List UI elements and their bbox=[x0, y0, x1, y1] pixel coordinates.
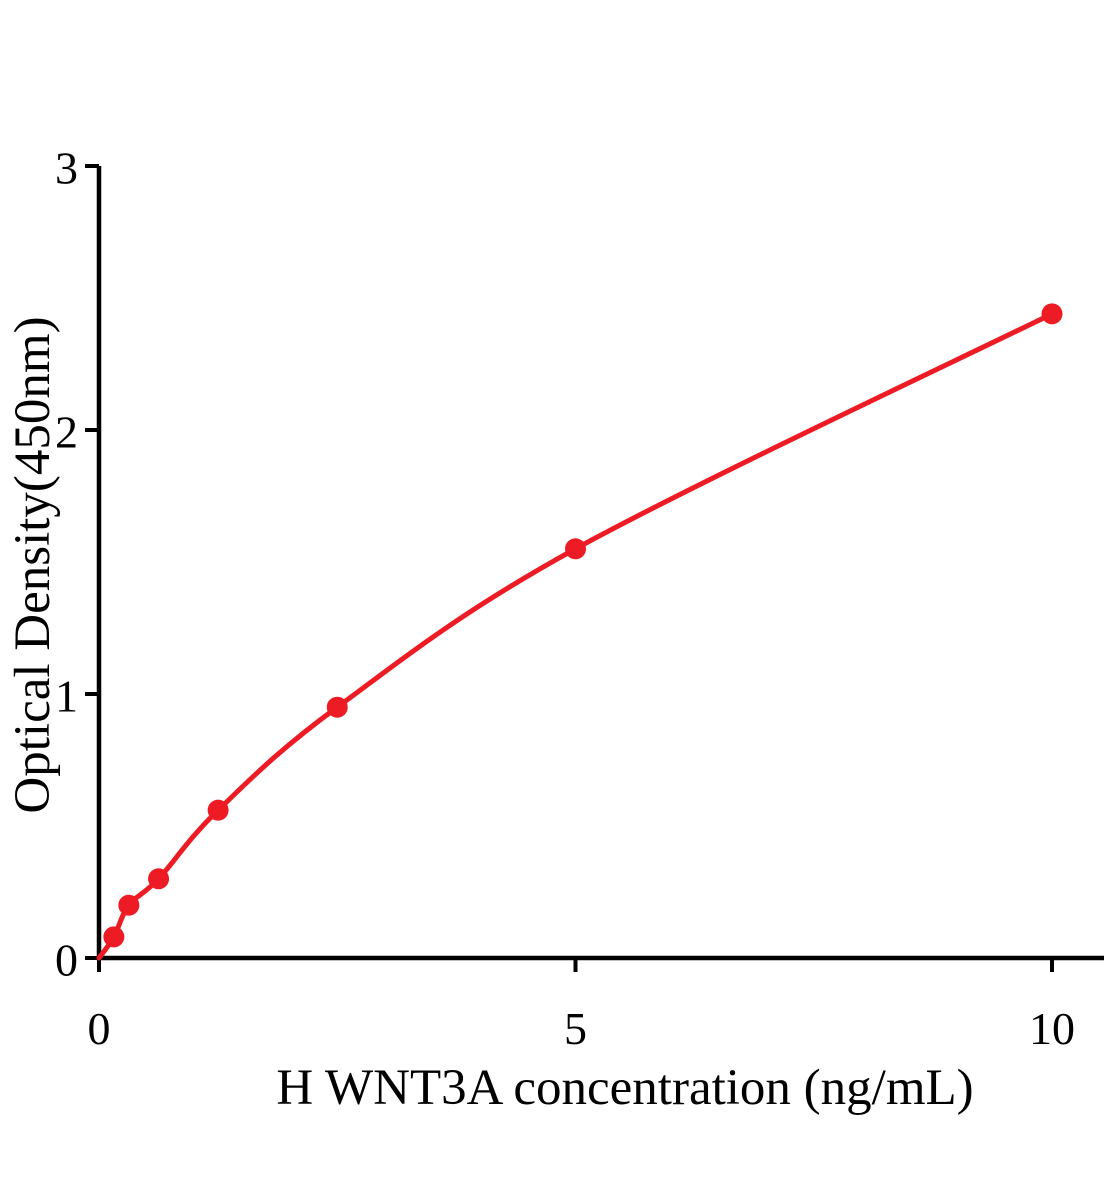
data-point-marker bbox=[1041, 303, 1063, 325]
x-tick-label: 10 bbox=[1029, 1003, 1075, 1054]
x-tick-label: 5 bbox=[564, 1003, 587, 1054]
x-tick-label: 0 bbox=[88, 1003, 111, 1054]
data-point-marker bbox=[118, 894, 140, 916]
data-point-marker bbox=[148, 868, 170, 890]
y-tick-label: 0 bbox=[55, 934, 78, 985]
y-tick-label: 3 bbox=[55, 142, 78, 193]
y-tick-label: 2 bbox=[55, 406, 78, 457]
data-point-marker bbox=[565, 538, 586, 560]
standard-curve-line bbox=[96, 311, 1055, 961]
y-axis-title: Optical Density(450nm) bbox=[5, 316, 61, 813]
y-tick-label: 1 bbox=[55, 670, 78, 721]
series-layer bbox=[96, 303, 1063, 961]
data-point-marker bbox=[207, 799, 229, 821]
x-axis-title: H WNT3A concentration (ng/mL) bbox=[276, 1060, 973, 1116]
axes-layer: 0 5 10 0 1 2 3 bbox=[55, 142, 1104, 1054]
data-point-marker bbox=[103, 926, 125, 948]
data-point-marker bbox=[326, 696, 348, 718]
